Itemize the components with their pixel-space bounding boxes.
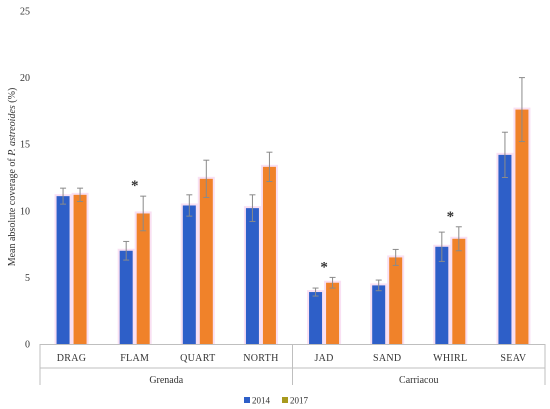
bar-2017-jad	[326, 282, 340, 344]
bar-2014-seav	[498, 154, 512, 344]
legend: 2014 2017	[244, 396, 309, 406]
significance-markers: * * *	[131, 178, 454, 275]
x-tick-label: NORTH	[243, 353, 278, 364]
bar-2014-quart	[182, 205, 196, 344]
error-bars	[60, 77, 525, 297]
x-tick-label: QUART	[180, 353, 215, 364]
x-tick-label: WHIRL	[433, 353, 467, 364]
bar-2017-seav	[515, 109, 529, 345]
bar-2014-drag	[56, 196, 70, 344]
bar-2014-jad	[309, 292, 323, 344]
x-axis: DRAG FLAM QUART NORTH JAD SAND WHIRL SEAV Grenad…	[39, 344, 546, 386]
legend-swatch-2017	[282, 397, 288, 403]
y-tick-label: 20	[20, 73, 30, 84]
bar-2014-whirl	[435, 246, 449, 344]
y-axis-label: Mean absolute coverage of P. astreoides …	[7, 88, 18, 267]
x-tick-label: SEAV	[500, 353, 527, 364]
significance-marker: *	[131, 178, 139, 194]
bar-2017-flam	[136, 213, 150, 344]
legend-swatch-2014	[244, 397, 250, 403]
y-tick-label: 5	[25, 273, 30, 284]
x-tick-label: DRAG	[57, 353, 87, 364]
bar-2017-sand	[389, 257, 403, 344]
group-label: Grenada	[149, 375, 183, 386]
significance-marker: *	[320, 259, 328, 275]
legend-label-2014: 2014	[252, 396, 271, 406]
bar-2014-sand	[372, 285, 386, 344]
x-tick-label: SAND	[373, 353, 401, 364]
y-axis: 0 5 10 15 20 25	[20, 7, 30, 351]
bar-2017-drag	[73, 194, 87, 344]
group-label: Carriacou	[399, 375, 438, 386]
bars	[54, 107, 531, 345]
y-tick-label: 25	[20, 7, 30, 18]
x-tick-label: FLAM	[120, 353, 149, 364]
bar-2014-north	[245, 208, 259, 344]
bar-2017-quart	[199, 178, 213, 344]
bar-2017-north	[262, 166, 276, 344]
significance-marker: *	[447, 209, 455, 225]
x-tick-label: JAD	[314, 353, 333, 364]
legend-label-2017: 2017	[290, 396, 309, 406]
y-tick-label: 0	[25, 340, 30, 351]
y-tick-label: 15	[20, 140, 30, 151]
y-tick-label: 10	[20, 206, 30, 217]
bar-2017-whirl	[452, 238, 466, 344]
bar-2014-flam	[119, 250, 133, 344]
